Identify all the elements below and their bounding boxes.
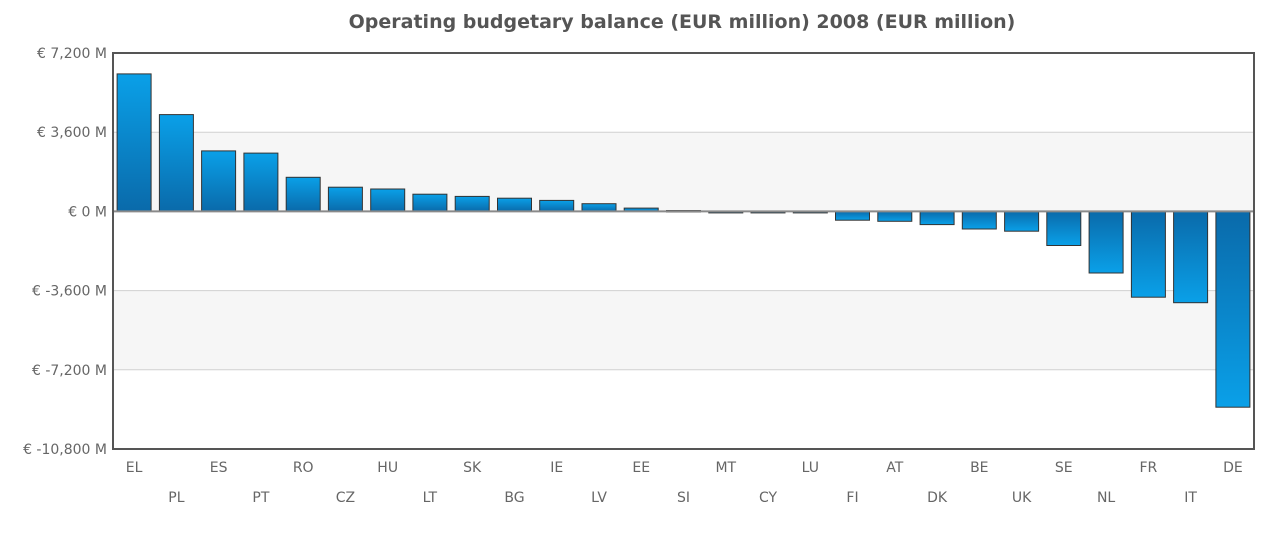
plot-band	[113, 290, 1254, 370]
y-tick-label: € 3,600 M	[37, 125, 107, 141]
x-tick-label: LU	[802, 460, 819, 476]
chart-title: Operating budgetary balance (EUR million…	[349, 11, 1016, 33]
bar-hu	[370, 188, 406, 212]
gridlines	[113, 131, 1254, 371]
bar-be	[961, 210, 997, 230]
x-tick-label: RO	[293, 460, 314, 476]
x-axis-ticks: EL PL ES PT RO CZ HU LT SK BG IE LV EE SI MT CY LU FI AT DK…	[126, 460, 1243, 506]
bar-lv	[581, 203, 617, 212]
y-tick-label: € -3,600 M	[32, 284, 107, 300]
plot-bands	[113, 132, 1254, 370]
bar-es	[201, 150, 237, 212]
y-tick-label: € -7,200 M	[32, 363, 107, 379]
bar-ro	[285, 176, 321, 212]
x-tick-label: DK	[927, 490, 948, 506]
bar-bg	[497, 197, 532, 212]
bar-at	[877, 210, 913, 222]
bar-pl	[158, 114, 194, 212]
bar-cz	[327, 186, 363, 212]
x-tick-label: DE	[1223, 460, 1243, 476]
x-tick-label: SI	[677, 490, 690, 506]
x-tick-label: CZ	[336, 490, 355, 506]
bar-fr	[1130, 210, 1166, 298]
y-tick-label: € 7,200 M	[37, 46, 107, 62]
x-tick-label: LV	[591, 490, 607, 506]
y-tick-label: € -10,800 M	[23, 442, 107, 458]
x-tick-label: AT	[886, 460, 903, 476]
x-tick-label: FR	[1140, 460, 1158, 476]
x-tick-label: IE	[550, 460, 563, 476]
y-axis-ticks: € 7,200 M € 3,600 M € 0 M € -3,600 M € -7,20…	[23, 46, 107, 458]
bar-dk	[919, 210, 955, 226]
bars	[116, 73, 1251, 408]
x-tick-label: EE	[632, 460, 650, 476]
bar-uk	[1004, 210, 1040, 232]
x-tick-label: BE	[970, 460, 988, 476]
x-tick-label: MT	[715, 460, 736, 476]
x-tick-label: CY	[759, 490, 778, 506]
bar-nl	[1088, 210, 1124, 274]
x-tick-label: LT	[423, 490, 438, 506]
bar-pt	[243, 152, 279, 212]
bar-de	[1215, 210, 1251, 408]
x-tick-label: UK	[1012, 490, 1032, 506]
x-tick-label: PL	[168, 490, 184, 506]
x-tick-label: SK	[463, 460, 482, 476]
bar-se	[1046, 210, 1082, 246]
bar-lt	[412, 193, 448, 212]
x-tick-label: FI	[846, 490, 858, 506]
x-tick-label: HU	[377, 460, 398, 476]
bar-sk	[454, 195, 490, 212]
y-tick-label: € 0 M	[68, 204, 107, 220]
x-tick-label: ES	[210, 460, 228, 476]
x-tick-label: NL	[1097, 490, 1115, 506]
bar-it	[1173, 210, 1209, 304]
x-tick-label: IT	[1184, 490, 1197, 506]
bar-el	[116, 73, 152, 212]
bar-ie	[539, 199, 575, 212]
x-tick-label: SE	[1055, 460, 1073, 476]
bar-fi	[835, 210, 870, 221]
x-tick-label: EL	[126, 460, 143, 476]
plot-band	[113, 132, 1254, 212]
x-tick-label: BG	[504, 490, 524, 506]
x-tick-label: PT	[252, 490, 269, 506]
plot-area	[112, 52, 1255, 450]
